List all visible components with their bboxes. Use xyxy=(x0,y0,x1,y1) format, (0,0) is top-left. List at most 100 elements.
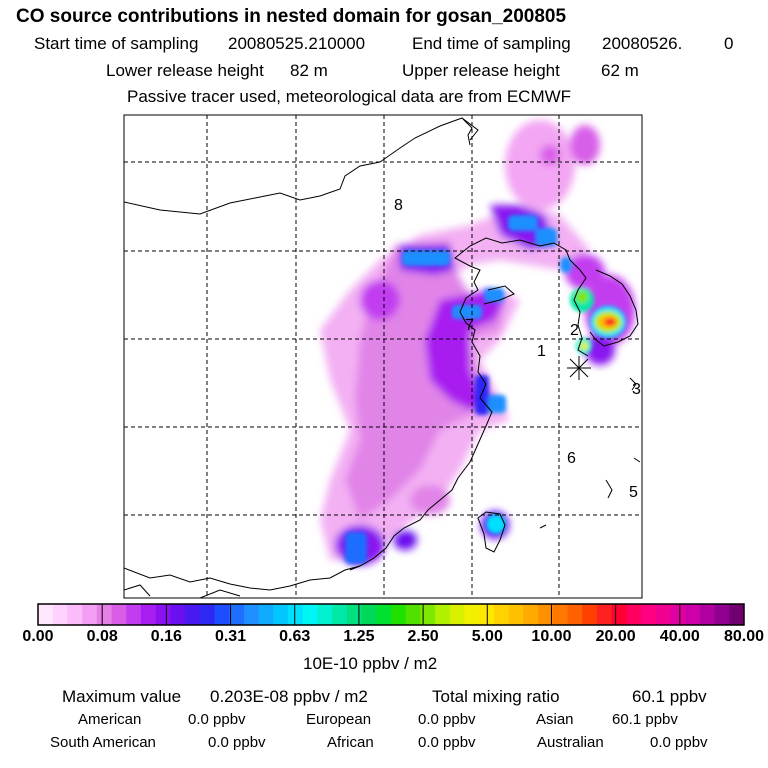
region-name-south-american: South American xyxy=(50,734,156,751)
colorbar-tick-label: 0.63 xyxy=(279,628,311,645)
asterisk-icon xyxy=(567,356,591,380)
region-value-australian: 0.0 ppbv xyxy=(650,734,708,751)
colorbar-unit: 10E-10 ppbv / m2 xyxy=(303,654,438,673)
upper-label: Upper release height xyxy=(402,61,560,80)
colorbar-cell xyxy=(38,604,54,625)
colorbar-tick-label: 20.00 xyxy=(595,628,636,645)
colorbar-cell xyxy=(332,604,348,625)
colorbar-cell xyxy=(611,604,627,625)
region-label-3: 3 xyxy=(632,381,641,398)
colorbar-cell xyxy=(140,604,157,625)
region-name-american: American xyxy=(78,711,142,728)
region-label-7: 7 xyxy=(465,317,474,334)
region-value-asian: 60.1 ppbv xyxy=(612,711,678,728)
region-label-1: 1 xyxy=(537,343,546,360)
colorbar-cell xyxy=(170,604,186,625)
colorbar-tick-label: 0.00 xyxy=(22,628,54,645)
colorbar-cell xyxy=(582,604,598,625)
total-label: Total mixing ratio xyxy=(432,687,560,706)
colorbar-cell xyxy=(273,604,289,625)
colorbar-cell xyxy=(214,604,230,625)
colorbar-cell xyxy=(523,604,539,625)
colorbar-cell xyxy=(258,604,274,625)
colorbar-cell xyxy=(346,604,362,625)
colorbar-cell xyxy=(714,604,730,625)
colorbar-cell xyxy=(449,604,465,625)
colorbar-cell xyxy=(626,604,642,625)
colorbar-cell xyxy=(376,604,392,625)
tracer-line: Passive tracer used, meteorological data… xyxy=(127,87,572,106)
colorbar-cell xyxy=(185,604,201,625)
colorbar-cell xyxy=(111,604,127,625)
colorbar-cell xyxy=(435,604,451,625)
total-value: 60.1 ppbv xyxy=(632,687,707,706)
colorbar-cell xyxy=(361,604,377,625)
region-name-australian: Australian xyxy=(537,734,604,751)
region-label-5: 5 xyxy=(629,484,638,501)
colorbar-cell xyxy=(464,604,480,625)
concentration-core xyxy=(345,215,626,564)
region-name-asian: Asian xyxy=(536,711,574,728)
colorbar-cell xyxy=(302,604,318,625)
lower-label: Lower release height xyxy=(106,61,264,80)
colorbar-tick-label: 0.08 xyxy=(86,628,118,645)
colorbar-tick-label: 0.31 xyxy=(214,628,247,645)
region-label-6: 6 xyxy=(567,450,576,467)
colorbar-tick-label: 1.25 xyxy=(343,628,375,645)
end-suffix: 0 xyxy=(724,34,734,53)
lower-value: 82 m xyxy=(290,61,328,80)
colorbar-cell xyxy=(155,604,171,625)
colorbar-cell xyxy=(126,604,142,625)
colorbar-cell xyxy=(288,604,304,625)
colorbar-cell xyxy=(405,604,421,625)
region-label-2: 2 xyxy=(570,322,579,339)
colorbar-tick-label: 0.16 xyxy=(150,628,182,645)
region-value-south-american: 0.0 ppbv xyxy=(208,734,266,751)
end-value: 20080526. xyxy=(602,34,683,53)
colorbar-cell xyxy=(67,604,83,625)
colorbar-cell xyxy=(655,604,671,625)
gridlines xyxy=(124,115,642,598)
colorbar-tick-label: 5.00 xyxy=(471,628,503,645)
max-label: Maximum value xyxy=(62,687,182,706)
colorbar-cell xyxy=(229,604,245,625)
max-value: 0.203E-08 ppbv / m2 xyxy=(210,687,368,706)
colorbar-cell xyxy=(699,604,715,625)
start-label: Start time of sampling xyxy=(34,34,199,53)
colorbar-cell xyxy=(82,604,98,625)
colorbar-cell xyxy=(552,604,568,625)
end-label: End time of sampling xyxy=(412,34,571,53)
colorbar-cell xyxy=(96,604,112,625)
colorbar-cell xyxy=(596,604,613,625)
colorbar-cell xyxy=(420,604,436,625)
region-value-american: 0.0 ppbv xyxy=(188,711,246,728)
region-name-african: African xyxy=(327,734,374,751)
colorbar-cell xyxy=(729,604,745,625)
colorbar-cell xyxy=(685,604,701,625)
colorbar-tick-label: 2.50 xyxy=(407,628,439,645)
colorbar-cell xyxy=(391,604,407,625)
colorbar-cell xyxy=(508,604,524,625)
coastlines xyxy=(124,117,641,598)
plot-frame xyxy=(123,114,643,599)
colorbar-cell xyxy=(641,604,657,625)
colorbar-cell xyxy=(199,604,215,625)
region-value-european: 0.0 ppbv xyxy=(418,711,476,728)
region-name-european: European xyxy=(306,711,372,728)
colorbar-tick-label: 10.00 xyxy=(531,628,572,645)
colorbar-cell xyxy=(538,604,554,625)
colorbar-tick-label: 40.00 xyxy=(659,628,700,645)
upper-value: 62 m xyxy=(601,61,639,80)
colorbar-tick-label: 80.00 xyxy=(723,628,765,645)
colorbar-cell xyxy=(493,604,510,625)
start-value: 20080525.210000 xyxy=(228,34,366,53)
region-label-8: 8 xyxy=(394,197,403,214)
colorbar-cell xyxy=(243,604,260,625)
colorbar-cell xyxy=(670,604,686,625)
colorbar-cell xyxy=(567,604,583,625)
region-value-african: 0.0 ppbv xyxy=(418,734,476,751)
chart-title: CO source contributions in nested domain… xyxy=(16,6,567,27)
colorbar-cell xyxy=(317,604,333,625)
